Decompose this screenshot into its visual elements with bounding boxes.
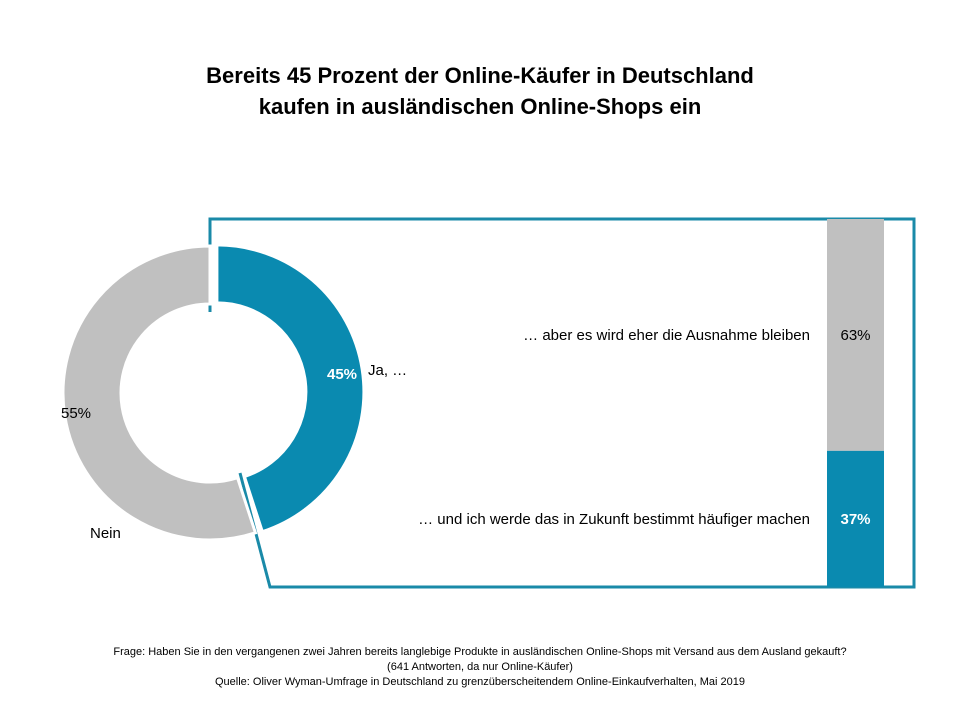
bar-value-label-haeufiger: 37% — [840, 511, 870, 528]
donut-slice-ja — [215, 243, 366, 534]
footnote-responses: (641 Antworten, da nur Online-Käufer) — [387, 661, 573, 673]
chart-title-line-1: Bereits 45 Prozent der Online-Käufer in … — [206, 63, 754, 88]
footnote-source: Quelle: Oliver Wyman-Umfrage in Deutschl… — [215, 676, 745, 688]
callout-layer — [208, 217, 916, 589]
donut-chart: 45% 55% Ja, … Nein — [61, 243, 407, 542]
chart-title-line-2: kaufen in ausländischen Online-Shops ein — [258, 94, 702, 119]
bar-category-label-haeufiger: … und ich werde das in Zukunft bestimmt … — [418, 511, 810, 528]
footnote-question: Frage: Haben Sie in den vergangenen zwei… — [113, 646, 847, 658]
bar-segment-ausnahme — [827, 219, 884, 451]
donut-category-label-ja: Ja, … — [368, 362, 407, 379]
donut-category-label-nein: Nein — [90, 525, 121, 542]
callout-box — [208, 217, 916, 589]
donut-slice-nein — [61, 244, 258, 542]
bar-category-label-ausnahme: … aber es wird eher die Ausnahme bleiben — [523, 327, 810, 344]
chart-title: Bereits 45 Prozent der Online-Käufer in … — [80, 60, 880, 122]
footnote: Frage: Haben Sie in den vergangenen zwei… — [40, 645, 920, 690]
bar-value-label-ausnahme: 63% — [840, 327, 870, 344]
donut-value-label-ja: 45% — [327, 366, 357, 383]
donut-value-label-nein: 55% — [61, 405, 91, 422]
bar-segment-haeufiger — [827, 450, 884, 587]
stacked-bar-chart: 63% … aber es wird eher die Ausnahme blei… — [418, 219, 884, 587]
